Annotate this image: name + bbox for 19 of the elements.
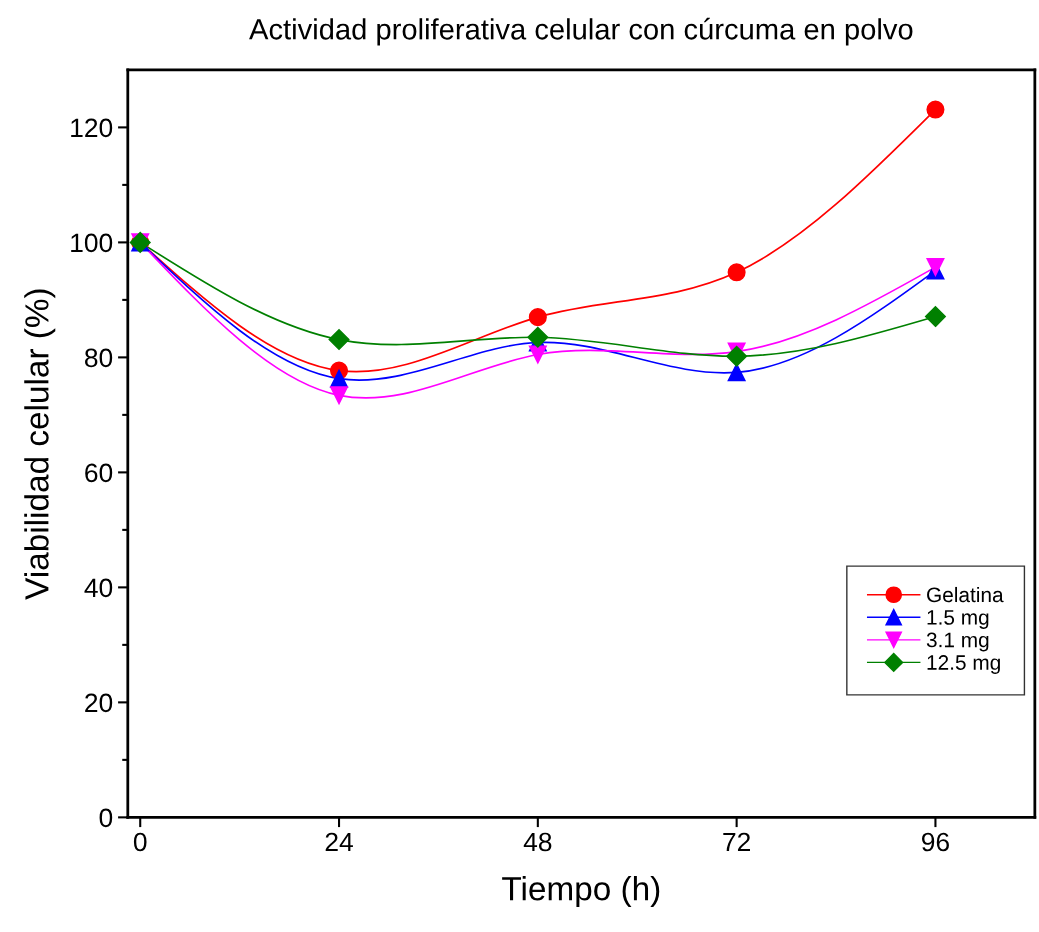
y-tick-label: 40 — [84, 578, 113, 598]
y-tick-label: 20 — [85, 693, 113, 713]
legend-label: Gelatina — [927, 586, 1004, 603]
x-tick-label: 96 — [922, 832, 949, 852]
x-tick-label: 0 — [133, 832, 147, 852]
x-tick-label: 72 — [723, 832, 750, 852]
legend-label: 1.5 mg — [927, 610, 989, 629]
x-axis-title: Tiempo (h) — [502, 875, 660, 908]
y-tick-label: 60 — [85, 463, 113, 483]
y-tick-label: 100 — [71, 233, 113, 253]
legend-label: 12.5 mg — [927, 655, 1000, 674]
y-axis-title: Viabilidad celular (%) — [24, 289, 56, 600]
chart-title: Actividad proliferativa celular con cúrcuma en polvo — [249, 17, 913, 46]
x-tick-label: 24 — [325, 832, 353, 852]
x-tick-label: 48 — [523, 832, 552, 852]
y-tick-label: 80 — [85, 348, 113, 368]
y-tick-label: 120 — [71, 118, 113, 138]
legend-label: 3.1 mg — [926, 632, 989, 652]
y-tick-label: 0 — [99, 808, 113, 828]
